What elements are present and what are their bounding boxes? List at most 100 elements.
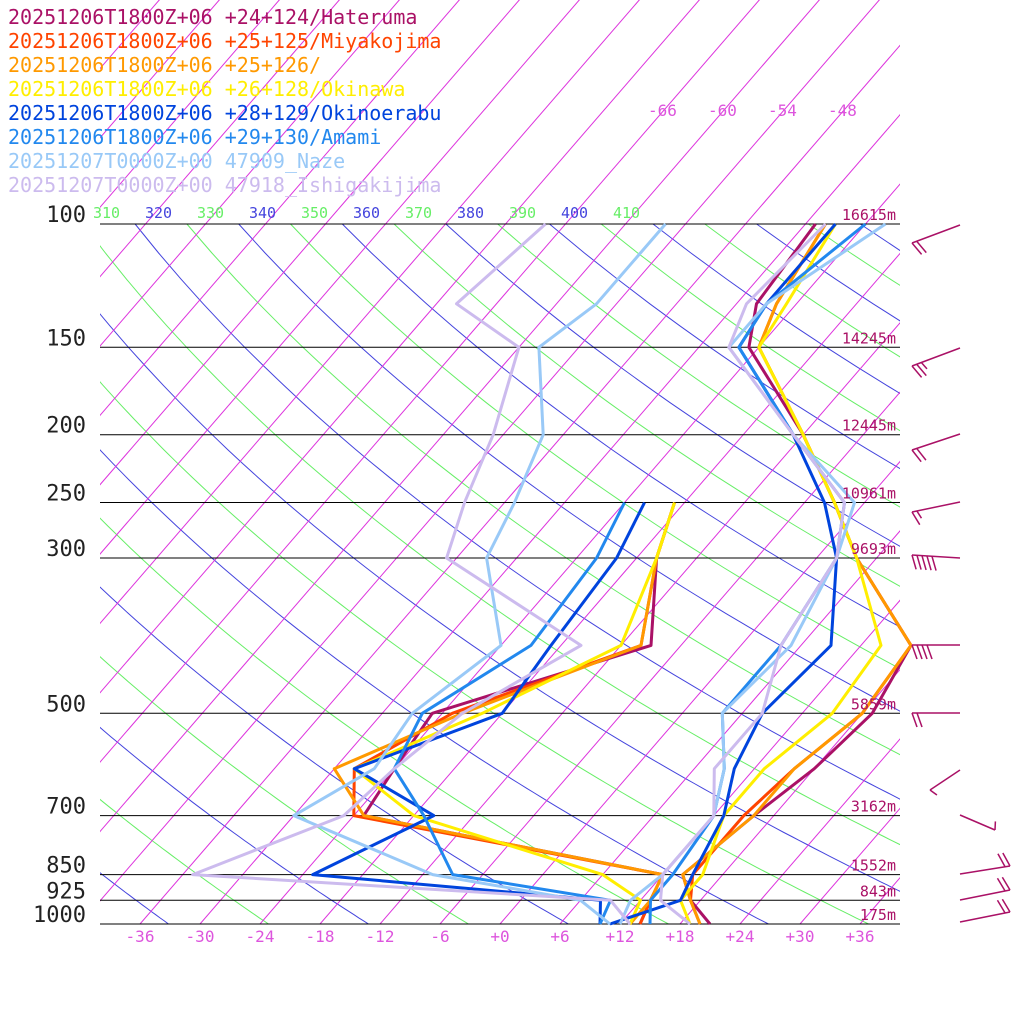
- wind-barb-flag: [931, 556, 937, 571]
- isotherm-line: [499, 460, 900, 924]
- wind-barb: [911, 712, 960, 728]
- wind-barb-shaft: [911, 347, 961, 367]
- legend-entry: 20251207T0000Z+00 47909_Naze: [8, 149, 345, 173]
- wind-barb-flag: [1002, 852, 1011, 867]
- wind-barb-flag: [911, 449, 922, 463]
- isotherm-label: -48: [828, 101, 857, 120]
- pressure-label: 850: [46, 854, 86, 879]
- isotherm-label: -60: [708, 101, 737, 120]
- wind-barb-flag: [916, 644, 923, 660]
- temperature-line: [679, 223, 883, 925]
- dry-adiabat-line: [100, 798, 269, 924]
- wind-barb-flag: [921, 644, 928, 660]
- legend-entry: 20251206T1800Z+06 +25+125/Miyakojima: [8, 29, 441, 53]
- isotherm-line: [319, 252, 900, 924]
- wind-barb-half-flag: [920, 361, 928, 370]
- wind-barb-flag: [911, 712, 918, 728]
- series-3: [352, 223, 883, 925]
- wind-barb-shaft: [911, 433, 961, 451]
- wind-barb-flag: [911, 365, 923, 378]
- wind-barb-flag: [996, 899, 1006, 914]
- height-label: 12445m: [842, 417, 896, 435]
- wind-barb: [911, 501, 961, 526]
- wind-barb: [911, 644, 960, 660]
- wind-barb-shaft: [959, 911, 1011, 923]
- wind-barb-shaft: [959, 865, 1011, 875]
- theta-label: 310: [93, 204, 120, 222]
- legend-entry: 20251207T0000Z+00 47918_Ishigakijima: [8, 173, 441, 197]
- wind-barb-shaft: [911, 501, 961, 513]
- dry-adiabat-line: [964, 224, 1024, 924]
- pressure-label: 700: [46, 795, 86, 820]
- isotherm-line: [379, 322, 900, 924]
- isotherm-label: -54: [768, 101, 797, 120]
- wind-barb-flag: [916, 712, 923, 728]
- dry-adiabat-line: [808, 223, 900, 286]
- wind-barb: [959, 814, 997, 831]
- dry-adiabat-line: [600, 223, 900, 432]
- theta-label: 350: [301, 204, 328, 222]
- theta-label: 380: [457, 204, 484, 222]
- isotherm-line: [100, 0, 460, 417]
- temperature-tick-label: -30: [186, 927, 215, 946]
- wind-barb: [929, 769, 961, 796]
- wind-barb-flag: [916, 363, 927, 377]
- wind-barb-flag: [996, 877, 1006, 892]
- isotherm-line: [100, 0, 280, 209]
- theta-label: 320: [145, 204, 172, 222]
- wind-barb-flag: [1001, 876, 1011, 891]
- wind-barb-flag: [997, 853, 1006, 868]
- dry-adiabat-line: [549, 223, 900, 470]
- wind-barb: [911, 433, 961, 463]
- wind-barb-flag: [921, 555, 927, 571]
- theta-label: 400: [561, 204, 588, 222]
- series-7: [191, 222, 846, 926]
- wind-barb-shaft: [929, 769, 961, 791]
- sounding-series: [191, 222, 913, 926]
- temperature-tick-label: +30: [786, 927, 815, 946]
- pressure-label: 200: [46, 414, 86, 439]
- isobars: [100, 223, 900, 925]
- isotherm-line: [100, 0, 340, 278]
- temperature-tick-label: -18: [306, 927, 335, 946]
- height-label: 843m: [860, 882, 896, 900]
- temperature-tick-label: -24: [246, 927, 275, 946]
- height-label: 3162m: [851, 798, 896, 816]
- temperature-tick-label: +18: [666, 927, 695, 946]
- wind-barb-shaft: [959, 889, 1011, 901]
- temperature-tick-label: +0: [490, 927, 509, 946]
- height-label: 9693m: [851, 540, 896, 558]
- legend: 20251206T1800Z+06 +24+124/Hateruma202512…: [8, 5, 441, 197]
- height-label: 14245m: [842, 329, 896, 347]
- wind-barb-flag: [916, 240, 927, 254]
- dewpoint-line: [311, 501, 646, 925]
- wind-barb: [959, 898, 1011, 923]
- wind-barb: [911, 554, 961, 571]
- temperature-tick-label: +36: [846, 927, 875, 946]
- dry-adiabat-line: [100, 381, 869, 924]
- isotherm-line: [100, 0, 400, 347]
- isotherm-line: [799, 807, 900, 924]
- temperature-tick-label: -12: [366, 927, 395, 946]
- height-label: 10961m: [842, 485, 896, 503]
- theta-label: 340: [249, 204, 276, 222]
- isotherm-line: [559, 530, 900, 924]
- legend-entry: 20251206T1800Z+06 +24+124/Hateruma: [8, 5, 417, 29]
- wind-barb-shaft: [911, 224, 961, 244]
- dry-adiabat-line: [290, 223, 900, 670]
- wind-barb-flag: [911, 511, 921, 526]
- wind-barb-shaft: [911, 554, 961, 559]
- legend-entry: 20251206T1800Z+06 +25+126/: [8, 53, 321, 77]
- height-label: 175m: [860, 906, 896, 924]
- wind-barb-flag: [926, 644, 933, 660]
- wind-barb: [959, 852, 1011, 875]
- pressure-label: 250: [46, 482, 86, 507]
- isotherm-label: -66: [648, 101, 677, 120]
- temperature-tick-label: -6: [430, 927, 449, 946]
- pressure-label: 150: [46, 326, 86, 351]
- isotherm-line: [739, 738, 900, 924]
- wind-barb: [959, 876, 1011, 901]
